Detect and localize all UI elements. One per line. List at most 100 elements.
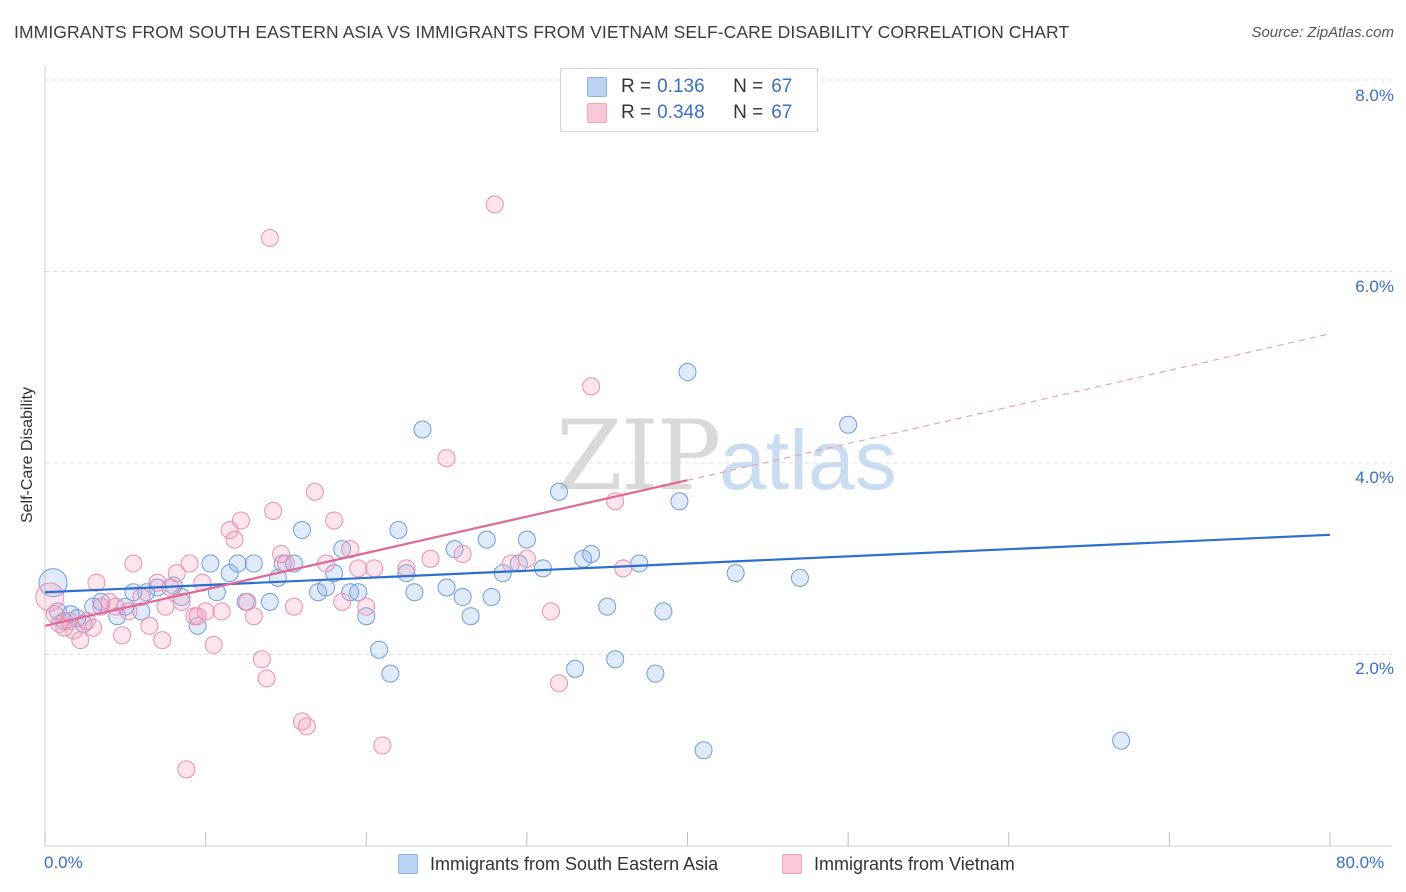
pink-point xyxy=(124,554,143,573)
legend-r-value: 0.348 xyxy=(657,102,705,123)
legend-n-value: 67 xyxy=(771,76,793,97)
pink-swatch xyxy=(782,854,802,874)
pink-point xyxy=(437,449,456,468)
pink-point xyxy=(180,554,199,573)
pink-point xyxy=(177,760,196,779)
blue-point xyxy=(349,583,368,602)
pink-point xyxy=(212,602,231,621)
pink-point xyxy=(244,607,263,626)
blue-point xyxy=(405,583,424,602)
blue-point xyxy=(670,492,689,511)
pink-trend-line xyxy=(44,479,688,627)
legend-row-blue: R = 0.136 N = 67 xyxy=(587,75,792,99)
pink-point xyxy=(35,582,65,612)
pink-point xyxy=(453,544,472,563)
y-tick-label-6: 6.0% xyxy=(1355,277,1394,296)
blue-point xyxy=(244,554,263,573)
pink-point xyxy=(333,592,352,611)
pink-point xyxy=(397,559,416,578)
blue-point xyxy=(630,554,649,573)
blue-point xyxy=(678,363,697,382)
source-label: Source: ZipAtlas.com xyxy=(1251,24,1394,41)
correlation-legend: R = 0.136 N = 67 R = 0.348 N = 67 xyxy=(560,68,818,132)
pink-point xyxy=(349,559,368,578)
blue-point xyxy=(357,607,376,626)
blue-point xyxy=(550,482,568,501)
blue-point xyxy=(839,415,858,434)
legend-row-pink: R = 0.348 N = 67 xyxy=(587,101,792,125)
pink-point xyxy=(272,544,291,563)
pink-point xyxy=(167,564,186,583)
pink-point xyxy=(501,554,520,573)
pink-point xyxy=(113,626,132,645)
blue-point xyxy=(582,544,601,563)
legend-r-value: 0.136 xyxy=(657,76,705,97)
pink-point xyxy=(264,501,283,520)
pink-point xyxy=(188,607,207,626)
pink-point xyxy=(541,602,560,621)
pink-trend-extension xyxy=(687,333,1331,481)
pink-point xyxy=(140,616,159,635)
blue-point xyxy=(726,564,745,583)
pink-point xyxy=(231,511,250,530)
watermark: ZIPatlas xyxy=(556,400,897,512)
pink-point xyxy=(64,621,83,640)
pink-point xyxy=(260,228,279,247)
series-legend-blue: Immigrants from South Eastern Asia xyxy=(398,852,718,876)
pink-point xyxy=(485,195,504,214)
pink-point xyxy=(225,530,244,549)
x-tick-label-max: 80.0% xyxy=(1336,853,1385,872)
blue-point xyxy=(517,530,536,549)
blue-swatch xyxy=(398,854,418,874)
pink-point xyxy=(252,650,271,669)
series-name: Immigrants from South Eastern Asia xyxy=(430,853,719,874)
blue-point xyxy=(453,588,472,607)
blue-point xyxy=(381,664,400,683)
blue-point xyxy=(533,559,552,578)
legend-r-label: R = xyxy=(621,76,652,97)
blue-point xyxy=(260,592,279,611)
pink-point xyxy=(614,559,633,578)
pink-point xyxy=(257,669,276,688)
blue-point xyxy=(598,597,617,616)
y-axis-label: Self-Care Disability xyxy=(19,386,36,524)
pink-point xyxy=(293,712,311,731)
blue-point xyxy=(566,659,585,678)
chart-title: IMMIGRANTS FROM SOUTH EASTERN ASIA VS IM… xyxy=(14,22,1070,42)
pink-point xyxy=(87,573,106,592)
blue-point xyxy=(606,650,625,669)
series-legend-pink: Immigrants from Vietnam xyxy=(782,852,1015,876)
blue-point xyxy=(461,607,480,626)
pink-point xyxy=(305,482,324,501)
blue-point xyxy=(413,420,432,439)
blue-point xyxy=(482,588,501,607)
pink-point xyxy=(517,549,536,568)
blue-point xyxy=(1112,731,1131,750)
pink-point xyxy=(284,597,303,616)
legend-r-label: R = xyxy=(621,102,652,123)
series-name: Immigrants from Vietnam xyxy=(814,853,1015,874)
blue-point xyxy=(389,521,408,540)
blue-point xyxy=(654,602,673,621)
pink-point xyxy=(204,635,223,654)
blue-point xyxy=(370,640,389,659)
blue-point xyxy=(694,741,713,760)
pink-point xyxy=(373,736,392,755)
blue-point xyxy=(201,554,220,573)
blue-point xyxy=(38,568,68,598)
y-tick-label-4: 4.0% xyxy=(1355,468,1394,487)
blue-point xyxy=(293,521,311,540)
legend-n-value: 67 xyxy=(771,102,793,123)
x-tick-label-min: 0.0% xyxy=(44,853,83,872)
blue-trend-line xyxy=(44,533,1331,594)
legend-n-label: N = xyxy=(733,76,764,97)
blue-swatch xyxy=(587,77,607,97)
pink-point xyxy=(71,631,90,650)
pink-point xyxy=(297,717,316,736)
blue-point xyxy=(477,530,496,549)
watermark-atlas: atlas xyxy=(719,413,897,507)
blue-point xyxy=(228,554,247,573)
blue-point xyxy=(790,568,809,587)
y-tick-label-8: 8.0% xyxy=(1355,86,1394,105)
blue-point xyxy=(437,578,456,597)
